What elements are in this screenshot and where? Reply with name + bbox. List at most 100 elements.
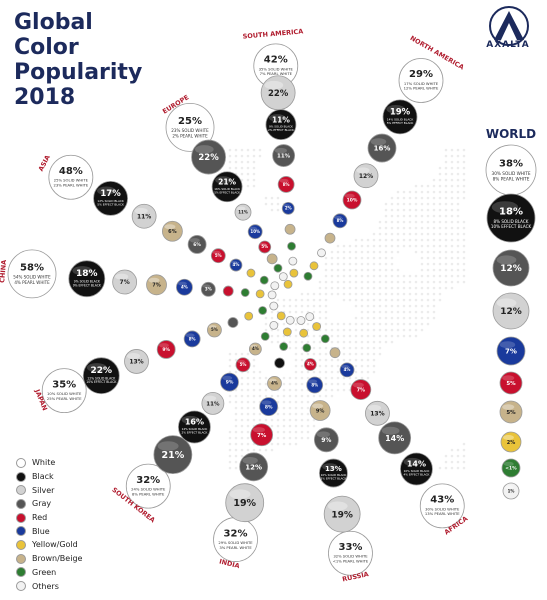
bubble-world-others	[502, 482, 520, 500]
bubble-india-blue	[259, 397, 279, 417]
bubble-europe-black-detail: 5% EFFECT BLACK	[214, 190, 240, 194]
bubble-japan-black	[82, 357, 120, 395]
legend-label-green: Green	[32, 567, 57, 577]
bubble-china-yellow-gold	[255, 289, 265, 299]
bubble-north-america-white-value: 29%	[409, 69, 433, 80]
bubble-china-black	[68, 260, 106, 298]
bubble-india-black	[274, 357, 285, 369]
legend-swatch-blue	[16, 526, 26, 537]
bubble-world-black	[486, 193, 536, 243]
bubble-asia-black	[93, 181, 128, 216]
bubble-china-others	[267, 290, 277, 300]
bubble-south-america-black	[265, 109, 297, 141]
bubble-europe-white-value: 25%	[178, 116, 202, 127]
bubble-south-america-blue	[281, 201, 295, 215]
bubble-south-america-black-detail: 9% SOLID BLACK	[269, 125, 293, 129]
bubble-north-america-silver-value: 12%	[359, 173, 373, 180]
bubble-world-black-detail: 8% SOLID BLACK	[494, 219, 529, 224]
legend-item-white: White	[16, 456, 82, 470]
logo-text: AXALTA	[486, 40, 530, 50]
bubble-south-korea-yellow-gold	[276, 311, 286, 321]
bubble-north-america-white-detail: 12% PEARL WHITE	[404, 87, 439, 91]
bubble-south-korea-white	[125, 463, 171, 509]
bubble-south-america-white-value: 42%	[264, 55, 288, 66]
bubble-africa-blue-value: 4%	[344, 367, 351, 372]
bubble-world-white	[485, 144, 537, 196]
legend-item-black: Black	[16, 470, 82, 484]
world-title: WORLD	[485, 127, 537, 141]
bubble-europe-green	[273, 263, 283, 273]
bubble-africa-white-detail: 13% PEARL WHITE	[425, 512, 460, 516]
bubble-south-america-gray-value: 11%	[277, 154, 291, 160]
bubble-world-silver-value: 12%	[500, 307, 522, 317]
legend-swatch-others	[16, 581, 26, 592]
bubble-europe-black	[211, 171, 243, 203]
bubble-south-korea-green	[260, 332, 270, 341]
bubble-russia-brown-beige-value: 9%	[316, 408, 325, 414]
bubble-north-america-blue	[332, 213, 348, 229]
bubble-asia-gray-value: 6%	[193, 242, 201, 248]
bubble-south-korea-white-value: 32%	[136, 475, 160, 486]
bubble-china-green	[240, 288, 250, 297]
bubble-russia-white	[328, 530, 373, 576]
bubble-south-korea-black-value: 16%	[185, 418, 204, 427]
bubble-south-korea-white-detail: 24% SOLID WHITE	[131, 488, 166, 492]
bubble-asia-white-detail: 23% PEARL WHITE	[53, 184, 88, 188]
bubble-russia-silver-value: 19%	[331, 510, 353, 520]
bubble-europe-white-detail: 23% SOLID WHITE	[171, 128, 209, 133]
bubble-world-brown-beige	[499, 400, 523, 424]
bubble-north-america-black-detail: 14% SOLID BLACK	[387, 117, 414, 121]
bubble-world-black-value: 18%	[499, 206, 523, 217]
bubble-africa-white-value: 43%	[430, 495, 454, 506]
bubble-russia-black	[319, 458, 348, 488]
bubble-world-white-detail: 30% SOLID WHITE	[491, 171, 530, 177]
bubble-asia-others	[270, 281, 280, 291]
bubble-india-white-detail: 3% PEARL WHITE	[219, 546, 252, 550]
bubble-europe-others	[278, 272, 288, 282]
bubble-europe-red-value: 5%	[261, 244, 268, 249]
legend: White Black Silver Gray Red Blue Yellow/Gold Br…	[16, 456, 82, 593]
bubble-china-gray	[200, 281, 216, 297]
bubble-india-red-value: 7%	[257, 433, 267, 439]
bubble-south-america-white-detail: 7% PEARL WHITE	[260, 72, 293, 76]
region-label-asia: ASIA	[37, 154, 52, 173]
bubble-north-america-brown-beige	[324, 232, 336, 244]
bubble-europe-red	[258, 240, 272, 254]
bubble-asia-blue-value: 4%	[233, 262, 240, 267]
bubble-japan-brown-beige	[207, 322, 222, 338]
bubble-russia-black-detail: 3% EFFECT BLACK	[321, 476, 347, 480]
bubble-russia-yellow-gold	[299, 328, 309, 338]
bubble-russia-black-value: 13%	[325, 465, 342, 473]
bubble-japan-blue	[183, 330, 201, 348]
bubble-china-white-detail: 4% PEARL WHITE	[14, 280, 50, 285]
legend-label-silver: Silver	[32, 485, 55, 495]
region-russia: 33% 32% SOLID WHITE<1% PEARL WHITE 19% 13%1…	[296, 316, 373, 583]
bubble-europe-blue	[247, 224, 263, 240]
bubble-south-korea-others	[269, 320, 279, 330]
bubble-south-america-silver-value: 22%	[268, 89, 289, 99]
bubble-russia-white-value: 33%	[339, 542, 363, 553]
bubble-world-red	[499, 371, 523, 395]
bubble-south-korea-gray	[153, 435, 193, 475]
bubble-china-red	[222, 285, 234, 297]
bubble-china-blue-value: 4%	[181, 285, 188, 290]
bubble-north-america-white	[398, 58, 444, 103]
bubble-asia-white-detail: 25% SOLID WHITE	[54, 179, 89, 183]
bubble-russia-white-detail: 32% SOLID WHITE	[333, 555, 368, 559]
bubble-south-korea-brown-beige-value: 4%	[252, 346, 259, 351]
bubble-japan-silver-value: 13%	[129, 359, 143, 366]
bubble-russia-blue-value: 8%	[311, 382, 318, 387]
bubble-north-america-yellow-gold	[309, 261, 319, 271]
world-map-dots	[228, 148, 466, 470]
bubble-world-green-value: <1%	[505, 466, 517, 472]
bubble-japan-gray	[227, 317, 239, 328]
bubble-russia-green	[302, 343, 312, 353]
bubble-japan-yellow-gold	[244, 311, 254, 321]
bubble-africa-black	[400, 452, 433, 486]
bubble-asia-brown-beige	[161, 220, 183, 242]
bubble-europe-white-detail: 2% PEARL WHITE	[172, 133, 208, 138]
bubble-china-blue	[176, 278, 193, 296]
axalta-logo-icon	[489, 6, 529, 46]
